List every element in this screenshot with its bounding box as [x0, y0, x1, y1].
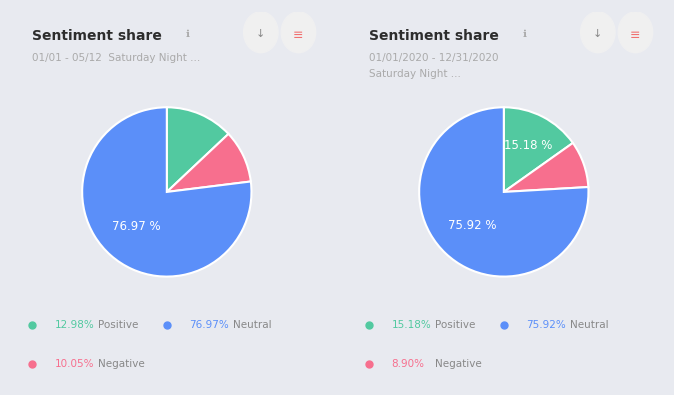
Wedge shape [503, 107, 573, 192]
Circle shape [243, 12, 278, 53]
Text: Positive: Positive [98, 320, 138, 330]
Text: Sentiment share: Sentiment share [369, 28, 499, 43]
Text: 76.97%: 76.97% [189, 320, 229, 330]
Text: ℹ: ℹ [185, 29, 189, 39]
Text: 8.90%: 8.90% [392, 359, 425, 369]
Text: Saturday Night ...: Saturday Night ... [369, 70, 461, 79]
Text: 01/01/2020 - 12/31/2020: 01/01/2020 - 12/31/2020 [369, 53, 499, 63]
Text: 75.92%: 75.92% [526, 320, 566, 330]
Circle shape [618, 12, 652, 53]
Text: 15.18 %: 15.18 % [503, 139, 552, 152]
Wedge shape [419, 107, 588, 276]
Text: Neutral: Neutral [233, 320, 272, 330]
Wedge shape [504, 143, 588, 192]
Text: Negative: Negative [98, 359, 145, 369]
Wedge shape [166, 107, 228, 192]
Text: 75.92 %: 75.92 % [448, 219, 496, 232]
Text: Positive: Positive [435, 320, 475, 330]
Text: Sentiment share: Sentiment share [32, 28, 162, 43]
Circle shape [281, 12, 315, 53]
Text: 15.18%: 15.18% [392, 320, 431, 330]
Wedge shape [167, 134, 251, 192]
Text: ≡: ≡ [293, 29, 304, 42]
Text: ↓: ↓ [593, 29, 603, 39]
Text: Negative: Negative [435, 359, 482, 369]
Text: ≡: ≡ [630, 29, 641, 42]
Text: 01/01 - 05/12  Saturday Night ...: 01/01 - 05/12 Saturday Night ... [32, 53, 200, 63]
Text: 12.98%: 12.98% [55, 320, 94, 330]
Text: Neutral: Neutral [570, 320, 609, 330]
Circle shape [580, 12, 615, 53]
Text: 10.05%: 10.05% [55, 359, 94, 369]
Text: ↓: ↓ [256, 29, 266, 39]
Wedge shape [82, 107, 251, 276]
Text: 76.97 %: 76.97 % [112, 220, 160, 233]
Text: ℹ: ℹ [522, 29, 526, 39]
